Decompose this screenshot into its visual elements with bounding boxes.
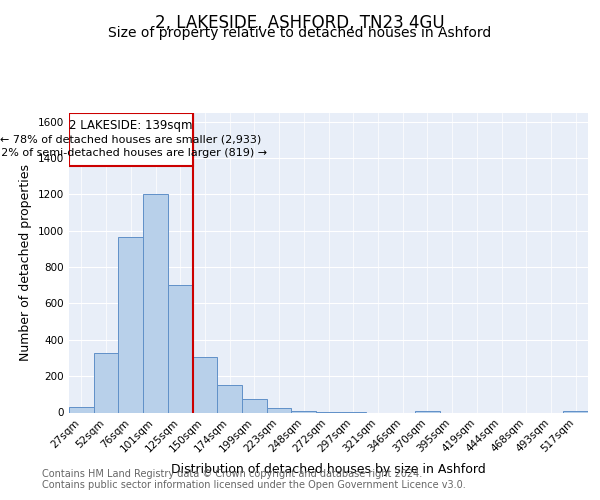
Bar <box>563 410 588 412</box>
Text: 2 LAKESIDE: 139sqm: 2 LAKESIDE: 139sqm <box>69 120 193 132</box>
Text: Contains HM Land Registry data © Crown copyright and database right 2024.: Contains HM Land Registry data © Crown c… <box>42 469 422 479</box>
Bar <box>69 407 94 412</box>
Text: Contains public sector information licensed under the Open Government Licence v3: Contains public sector information licen… <box>42 480 466 490</box>
Bar <box>415 410 440 412</box>
Bar <box>118 237 143 412</box>
Text: Size of property relative to detached houses in Ashford: Size of property relative to detached ho… <box>109 26 491 40</box>
Text: 22% of semi-detached houses are larger (819) →: 22% of semi-detached houses are larger (… <box>0 148 268 158</box>
Bar <box>242 399 267 412</box>
Bar <box>292 410 316 412</box>
Bar <box>217 385 242 412</box>
Bar <box>267 408 292 412</box>
Text: 2, LAKESIDE, ASHFORD, TN23 4GU: 2, LAKESIDE, ASHFORD, TN23 4GU <box>155 14 445 32</box>
X-axis label: Distribution of detached houses by size in Ashford: Distribution of detached houses by size … <box>171 462 486 475</box>
Bar <box>69 112 193 166</box>
Y-axis label: Number of detached properties: Number of detached properties <box>19 164 32 361</box>
Bar <box>193 357 217 412</box>
Bar <box>94 354 118 412</box>
Bar <box>168 285 193 412</box>
Text: ← 78% of detached houses are smaller (2,933): ← 78% of detached houses are smaller (2,… <box>0 134 262 144</box>
Bar <box>143 194 168 412</box>
